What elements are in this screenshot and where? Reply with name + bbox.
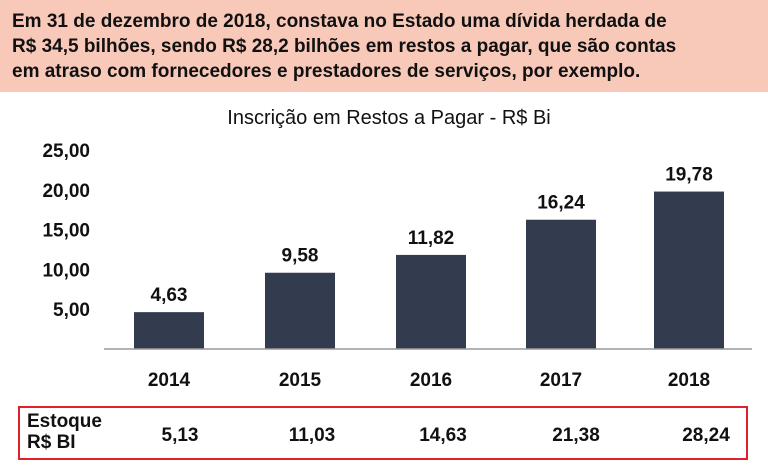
- data-label-2017: 16,24: [537, 193, 585, 214]
- y-tick-label: 5,00: [53, 300, 90, 321]
- data-label-2016: 11,82: [408, 228, 455, 249]
- header-text-line-3: em atraso com fornecedores e prestadores…: [12, 61, 641, 82]
- y-tick-label: 10,00: [42, 260, 90, 281]
- stock-label-line-2: R$ BI: [27, 432, 76, 453]
- y-tick-label: 20,00: [42, 181, 90, 202]
- stock-value-2015: 11,03: [288, 425, 336, 446]
- x-tick-label-2017: 2017: [540, 370, 582, 391]
- x-tick-label-2018: 2018: [668, 370, 710, 391]
- data-label-2015: 9,58: [282, 246, 319, 267]
- y-tick-label: 15,00: [42, 221, 90, 242]
- x-tick-label-2015: 2015: [279, 370, 322, 391]
- data-label-2018: 19,78: [665, 165, 713, 186]
- stock-value-2016: 14,63: [419, 425, 467, 446]
- stock-value-2017: 21,38: [552, 425, 600, 446]
- bar-2015: [265, 272, 335, 349]
- stock-label: Estoque R$ BI: [27, 411, 137, 453]
- stock-value-2018: 28,24: [682, 425, 730, 446]
- stock-label-line-1: Estoque: [27, 411, 102, 432]
- bar-2018: [654, 191, 724, 349]
- header-banner: Em 31 de dezembro de 2018, constava no E…: [0, 0, 768, 92]
- bar-2016: [396, 254, 466, 349]
- header-text-line-2: R$ 34,5 bilhões, sendo R$ 28,2 bilhões e…: [12, 36, 677, 57]
- y-tick-label: 25,00: [42, 141, 90, 162]
- stock-value-2014: 5,13: [161, 425, 199, 446]
- bar-chart: Inscrição em Restos a Pagar - R$ Bi 5,00…: [42, 107, 752, 391]
- x-tick-label-2014: 2014: [148, 370, 191, 391]
- bar-2014: [134, 312, 204, 349]
- chart-title: Inscrição em Restos a Pagar - R$ Bi: [227, 107, 550, 129]
- header-text-line-1: Em 31 de dezembro de 2018, constava no E…: [12, 11, 667, 32]
- data-label-2014: 4,63: [151, 285, 188, 306]
- x-tick-label-2016: 2016: [410, 370, 452, 391]
- stock-table: Estoque R$ BI 5,13 11,03 14,63 21,38 28,…: [18, 406, 748, 460]
- bar-2017: [526, 219, 596, 349]
